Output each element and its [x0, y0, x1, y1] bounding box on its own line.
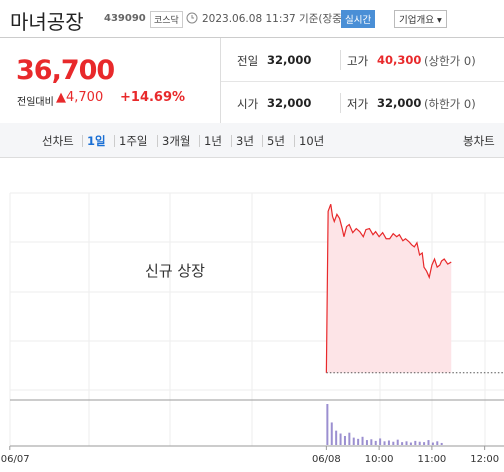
volume-bar [396, 439, 399, 445]
tab-separator [262, 135, 263, 147]
divider [340, 50, 341, 70]
company-info-text: 기업개요 [399, 15, 434, 26]
volume-bar [427, 440, 430, 445]
volume-bar [326, 404, 329, 445]
stat-label: 고가 [347, 54, 369, 68]
stat-note: (상한가 0) [424, 54, 476, 68]
volume-bar [383, 441, 386, 445]
volume-bar [370, 439, 373, 445]
tab[interactable]: 1일 [87, 134, 106, 148]
divider [220, 38, 221, 123]
volume-bar [352, 437, 355, 445]
tab[interactable]: 1주일 [119, 134, 148, 148]
tab-bar [0, 123, 504, 158]
price: 36,700 [16, 55, 115, 86]
divider [340, 93, 341, 113]
realtime-badge[interactable]: 실시간 [341, 10, 376, 28]
stat-value: 32,000 [267, 96, 312, 110]
tab-separator [82, 135, 83, 147]
volume-bar [335, 430, 338, 445]
change: ▲4,700 [56, 90, 104, 105]
volume-bar [357, 438, 360, 445]
volume-bar [374, 440, 377, 445]
stat-label: 전일 [237, 54, 259, 68]
stat-value: 40,300 [377, 53, 422, 67]
tab[interactable]: 1년 [204, 134, 222, 148]
volume-bar [361, 436, 364, 445]
tab[interactable]: 5년 [267, 134, 285, 148]
price-area [326, 204, 452, 373]
volume-bar [436, 441, 439, 445]
tab[interactable]: 3개월 [162, 134, 191, 148]
volume-bar [418, 441, 421, 445]
tab[interactable]: 3년 [236, 134, 254, 148]
x-tick-label: 10:00 [365, 454, 394, 465]
company-info-button[interactable]: 기업개요 ▾ [394, 10, 447, 28]
volume-bar [401, 442, 404, 445]
tab-separator [157, 135, 158, 147]
volume-bar [440, 442, 443, 445]
stat-label: 저가 [347, 97, 369, 111]
volume-bar [365, 440, 368, 445]
volume-bar [387, 440, 390, 445]
candle-tab[interactable]: 봉차트 [463, 134, 495, 148]
tab-separator [199, 135, 200, 147]
tab[interactable]: 10년 [299, 134, 325, 148]
clock-icon [186, 12, 198, 24]
volume-bar [414, 440, 417, 445]
stat-value: 32,000 [377, 96, 422, 110]
x-tick-label: 12:00 [470, 454, 499, 465]
volume-bar [343, 435, 346, 445]
volume-bar [330, 422, 333, 445]
tab-separator [114, 135, 115, 147]
timestamp: 2023.06.08 11:37 기준(장중) [202, 13, 346, 25]
volume-bar [348, 432, 351, 445]
x-tick-label: 11:00 [417, 454, 446, 465]
volume-bar [431, 442, 434, 445]
stock-name: 마녀공장 [10, 10, 84, 34]
tab[interactable]: 선차트 [42, 134, 74, 148]
x-tick-label: 06/07 [1, 454, 30, 465]
volume-bar [392, 441, 395, 445]
stat-value: 32,000 [267, 53, 312, 67]
volume-bar [405, 441, 408, 445]
x-tick-label: 06/08 [312, 454, 341, 465]
divider [221, 81, 504, 82]
change-pct: +14.69% [120, 90, 186, 105]
stat-note: (하한가 0) [424, 97, 476, 111]
stat-label: 시가 [237, 97, 259, 111]
volume-bar [379, 438, 382, 445]
change-label: 전일대비 [17, 97, 54, 108]
stock-code: 439090 [104, 13, 146, 24]
annotation: 신규 상장 [145, 262, 205, 280]
tab-separator [231, 135, 232, 147]
volume-bar [423, 442, 426, 445]
tab-separator [294, 135, 295, 147]
price-line [325, 204, 452, 373]
market-badge: 코스닥 [150, 11, 183, 28]
volume-bar [339, 433, 342, 445]
volume-bar [409, 442, 412, 445]
